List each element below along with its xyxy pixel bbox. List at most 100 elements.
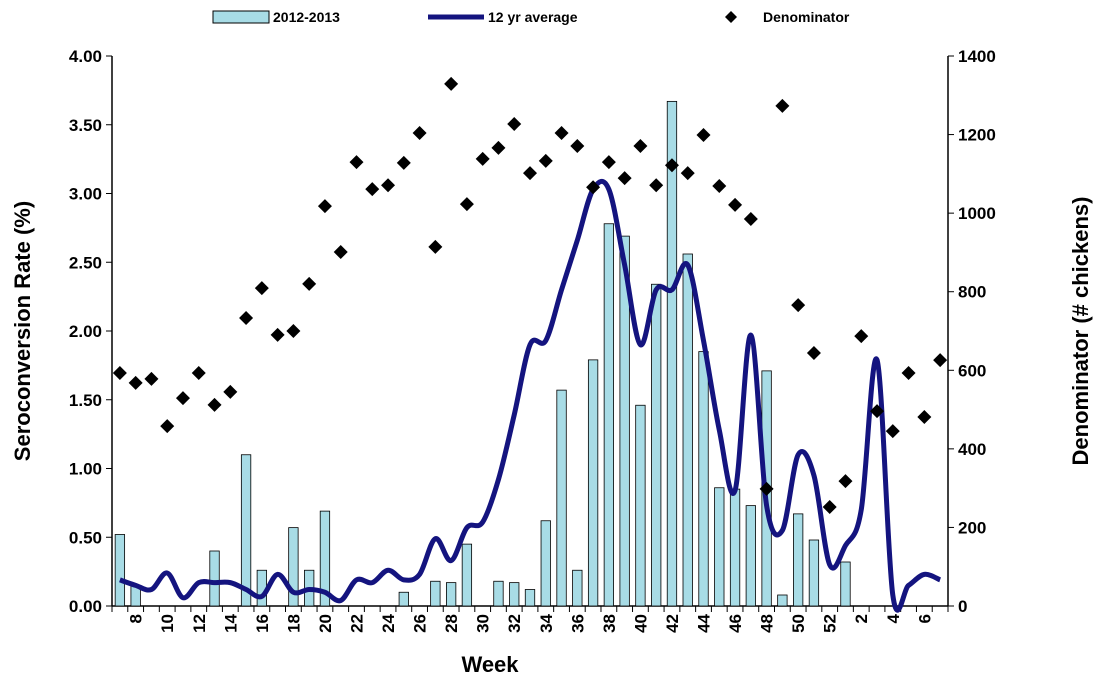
bar (603, 223, 615, 607)
bar (793, 513, 804, 607)
point (396, 155, 411, 170)
bar (666, 100, 678, 607)
point (822, 500, 837, 514)
point (854, 329, 869, 344)
point (428, 239, 443, 254)
bar (319, 510, 331, 607)
point (223, 384, 238, 399)
point (601, 155, 616, 170)
x-tick-label: 24 (379, 613, 398, 632)
x-tick-label: 6 (915, 614, 934, 623)
y2-tick-label: 1400 (958, 47, 996, 66)
point (412, 126, 427, 140)
point (696, 127, 711, 142)
x-tick-label: 34 (537, 613, 556, 632)
point (160, 419, 175, 434)
point (554, 126, 569, 140)
bar (509, 582, 520, 607)
legend-swatch (725, 11, 737, 23)
bar (398, 591, 409, 607)
point (381, 178, 396, 193)
x-tick-label: 50 (789, 614, 808, 633)
bar (729, 488, 741, 607)
legend-label: Denominator (763, 9, 850, 25)
x-tick-label: 30 (474, 614, 493, 633)
legend-label: 12 yr average (488, 9, 578, 25)
x-tick-label: 46 (726, 614, 745, 633)
bar (209, 550, 220, 607)
bar (493, 580, 504, 607)
x-tick-label: 44 (695, 613, 714, 632)
y-tick-label: 3.50 (69, 116, 102, 135)
point (270, 327, 285, 342)
y-tick-label: 4.00 (69, 47, 102, 66)
x-tick-label: 12 (190, 614, 209, 633)
point (775, 98, 790, 113)
x-tick-label: 38 (600, 614, 619, 633)
point (349, 155, 364, 170)
y2-tick-label: 200 (958, 518, 986, 537)
point (302, 276, 317, 291)
point (617, 171, 632, 186)
point (806, 346, 821, 360)
x-tick-label: 18 (284, 614, 303, 633)
line (119, 178, 942, 613)
point (759, 481, 774, 496)
y2-tick-label: 800 (958, 283, 986, 302)
bar (777, 594, 788, 607)
point (491, 140, 506, 155)
y2-tick-label: 0 (958, 597, 967, 616)
point (743, 212, 758, 227)
point (712, 179, 727, 194)
bar (651, 283, 662, 607)
x-tick-label: 8 (127, 614, 146, 623)
x-tick-label: 22 (347, 614, 366, 633)
y-tick-label: 1.50 (69, 391, 102, 410)
point (728, 197, 743, 212)
y-tick-label: 0.50 (69, 528, 102, 547)
point (901, 366, 916, 381)
x-tick-label: 48 (758, 614, 777, 633)
x-tick-label: 14 (221, 613, 240, 632)
bar (572, 569, 583, 607)
x-axis-label: Week (461, 652, 519, 677)
point (523, 166, 537, 181)
legend-swatch (212, 10, 270, 24)
bar (587, 359, 599, 607)
point (144, 371, 159, 386)
y2-tick-label: 1200 (958, 126, 996, 145)
point (838, 474, 853, 489)
point (444, 76, 459, 91)
bar (714, 487, 725, 607)
x-tick-label: 40 (631, 614, 650, 633)
bar (745, 505, 756, 607)
point (680, 166, 695, 181)
y-tick-label: 2.50 (69, 253, 102, 272)
point (870, 404, 885, 419)
point (507, 116, 522, 131)
point (286, 324, 301, 338)
y-tick-label: 1.00 (69, 460, 102, 479)
point (538, 153, 553, 168)
bar (288, 527, 299, 607)
point (459, 197, 474, 212)
bar (430, 580, 441, 607)
legend-label: 2012-2013 (273, 9, 340, 25)
bar (619, 235, 630, 607)
point (317, 199, 332, 214)
point (917, 410, 932, 425)
bar (556, 389, 567, 607)
y2-axis-label: Denominator (# chickens) (1068, 197, 1093, 466)
point (333, 245, 348, 260)
bar (524, 589, 536, 607)
y2-tick-label: 600 (958, 361, 986, 380)
bar (461, 543, 473, 607)
x-tick-label: 26 (411, 614, 430, 633)
point (191, 366, 206, 381)
x-tick-label: 28 (442, 614, 461, 633)
point (365, 182, 380, 197)
y2-tick-label: 400 (958, 440, 986, 459)
bar (114, 534, 126, 607)
x-tick-label: 10 (158, 614, 177, 633)
x-tick-label: 52 (821, 614, 840, 633)
